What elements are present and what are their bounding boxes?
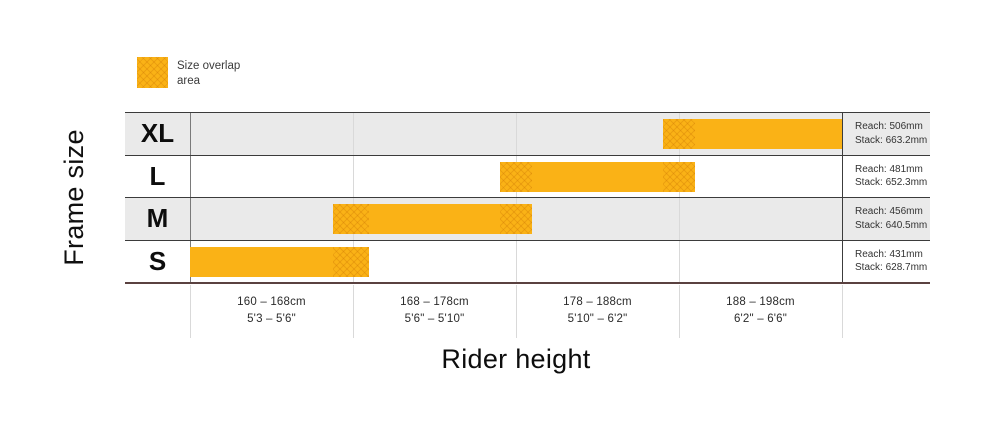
gridline bbox=[841, 285, 843, 338]
frame-size-label: M bbox=[146, 203, 169, 234]
x-axis-labels: 160 – 168cm 5'3 – 5'6" 168 – 178cm 5'6" … bbox=[190, 294, 842, 328]
gridline bbox=[515, 113, 517, 155]
gridline bbox=[678, 198, 680, 240]
frame-size-row-m: M Reach: 456mm Stack: 640.5mm bbox=[125, 198, 930, 241]
axis-tick-grid bbox=[189, 285, 843, 338]
y-axis-title: Frame size bbox=[38, 112, 110, 283]
legend-label: Size overlap area bbox=[177, 60, 241, 87]
gridline bbox=[352, 113, 354, 155]
height-range-bar bbox=[499, 161, 696, 192]
gridline bbox=[841, 155, 843, 197]
gridline bbox=[841, 240, 843, 282]
gridline bbox=[352, 155, 354, 197]
size-overlap-region bbox=[662, 119, 696, 149]
geometry-info: Reach: 506mm Stack: 663.2mm bbox=[842, 113, 930, 155]
height-ft: 5'6" – 5'10" bbox=[404, 313, 465, 325]
height-range-bar bbox=[190, 246, 370, 277]
height-ft: 6'2" – 6'6" bbox=[733, 313, 788, 325]
height-range-label: 160 – 168cm 5'3 – 5'6" bbox=[190, 294, 353, 328]
height-ft: 5'10" – 6'2" bbox=[567, 313, 628, 325]
y-axis-title-text: Frame size bbox=[58, 129, 89, 266]
gridline bbox=[841, 113, 843, 155]
height-range-label: 168 – 178cm 5'6" – 5'10" bbox=[353, 294, 516, 328]
x-axis-title: Rider height bbox=[441, 344, 591, 374]
gridline bbox=[841, 198, 843, 240]
gridline bbox=[189, 155, 191, 197]
height-ft: 5'3 – 5'6" bbox=[247, 313, 296, 325]
size-overlap-region bbox=[332, 204, 370, 234]
reach-value: Reach: 431mm bbox=[855, 248, 923, 260]
geometry-info: Reach: 456mm Stack: 640.5mm bbox=[842, 198, 930, 240]
height-range-label: 188 – 198cm 6'2" – 6'6" bbox=[679, 294, 842, 328]
gridline bbox=[515, 285, 517, 338]
height-range-label: 178 – 188cm 5'10" – 6'2" bbox=[516, 294, 679, 328]
row-plot-area bbox=[189, 113, 843, 155]
reach-value: Reach: 506mm bbox=[855, 121, 923, 133]
stack-value: Stack: 628.7mm bbox=[855, 262, 928, 274]
row-plot-area bbox=[189, 155, 843, 197]
gridline bbox=[678, 285, 680, 338]
gridline bbox=[678, 240, 680, 282]
height-cm: 160 – 168cm bbox=[237, 296, 306, 308]
geometry-info: Reach: 431mm Stack: 628.7mm bbox=[842, 241, 930, 283]
stack-value: Stack: 652.3mm bbox=[855, 177, 928, 189]
frame-size-label: S bbox=[148, 245, 167, 276]
height-cm: 188 – 198cm bbox=[726, 296, 795, 308]
frame-size-row-l: L Reach: 481mm Stack: 652.3mm bbox=[125, 155, 930, 198]
size-overlap-region bbox=[332, 246, 370, 277]
gridline bbox=[515, 240, 517, 282]
height-range-bar bbox=[332, 204, 533, 234]
gridline bbox=[189, 113, 191, 155]
stack-value: Stack: 640.5mm bbox=[855, 219, 928, 231]
height-cm: 178 – 188cm bbox=[563, 296, 632, 308]
gridline bbox=[352, 285, 354, 338]
geometry-info: Reach: 481mm Stack: 652.3mm bbox=[842, 156, 930, 198]
frame-size-row-s: S Reach: 431mm Stack: 628.7mm bbox=[125, 240, 930, 284]
frame-size-label: XL bbox=[140, 118, 175, 149]
size-overlap-swatch bbox=[137, 57, 168, 88]
stack-value: Stack: 663.2mm bbox=[855, 134, 928, 146]
row-plot-area bbox=[189, 240, 843, 282]
height-cm: 168 – 178cm bbox=[400, 296, 469, 308]
size-chart-table: XL Reach: 506mm Stack: 663.2mm L Reach: … bbox=[125, 112, 930, 284]
size-overlap-region bbox=[499, 161, 533, 192]
height-range-bar bbox=[662, 119, 842, 149]
gridline bbox=[189, 198, 191, 240]
reach-value: Reach: 456mm bbox=[855, 206, 923, 218]
size-overlap-region bbox=[499, 204, 533, 234]
reach-value: Reach: 481mm bbox=[855, 163, 923, 175]
legend: Size overlap area bbox=[137, 57, 240, 89]
frame-size-label: L bbox=[149, 160, 166, 191]
row-plot-area bbox=[189, 198, 843, 240]
frame-size-row-xl: XL Reach: 506mm Stack: 663.2mm bbox=[125, 113, 930, 156]
gridline bbox=[189, 285, 191, 338]
size-overlap-region bbox=[662, 161, 696, 192]
